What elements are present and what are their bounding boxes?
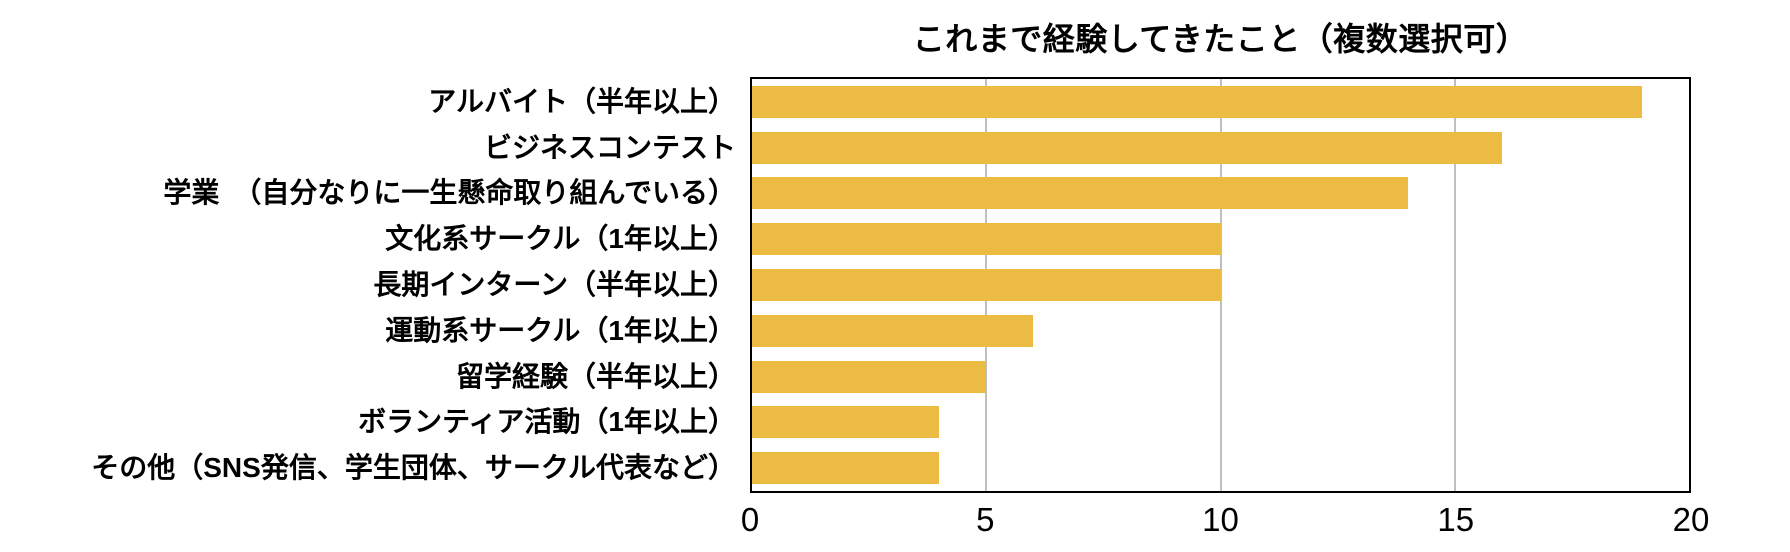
category-label: ボランティア活動（1年以上） [358, 406, 736, 438]
bar [752, 223, 1221, 256]
category-label: 文化系サークル（1年以上） [385, 223, 736, 255]
x-tick-label: 0 [740, 501, 760, 538]
bar [752, 314, 1034, 347]
bar [752, 360, 987, 393]
bar [752, 406, 940, 439]
category-label: ビジネスコンテスト [483, 131, 736, 163]
bar [752, 269, 1221, 301]
x-tick-label: 10 [1202, 501, 1239, 538]
category-axis: アルバイト（半年以上） ビジネスコンテスト学業 （自分なりに一生懸命取り組んでいる… [0, 77, 742, 493]
gridline-15 [1453, 79, 1456, 491]
x-tick-label: 15 [1437, 501, 1475, 538]
chart-title: これまで経験してきたこと（複数選択可） [912, 21, 1529, 57]
category-label: 学業 （自分なりに一生懸命取り組んでいる） [163, 177, 736, 209]
bar [752, 131, 1502, 164]
x-tick-label: 5 [976, 501, 995, 538]
category-label: 運動系サークル（1年以上） [385, 314, 736, 346]
x-axis: 0 5 10 15 20 [741, 498, 1710, 542]
category-label: アルバイト（半年以上） [428, 85, 736, 117]
x-tick-label: 20 [1672, 501, 1710, 538]
gridline-10 [1219, 79, 1222, 491]
bar [752, 177, 1408, 210]
plot-area [750, 77, 1691, 493]
bar [752, 85, 1643, 118]
category-label: 長期インターン（半年以上） [373, 269, 736, 300]
bar [752, 452, 940, 485]
category-label: その他（SNS発信、学生団体、サークル代表など） [91, 452, 736, 484]
category-label: 留学経験（半年以上） [455, 360, 736, 392]
